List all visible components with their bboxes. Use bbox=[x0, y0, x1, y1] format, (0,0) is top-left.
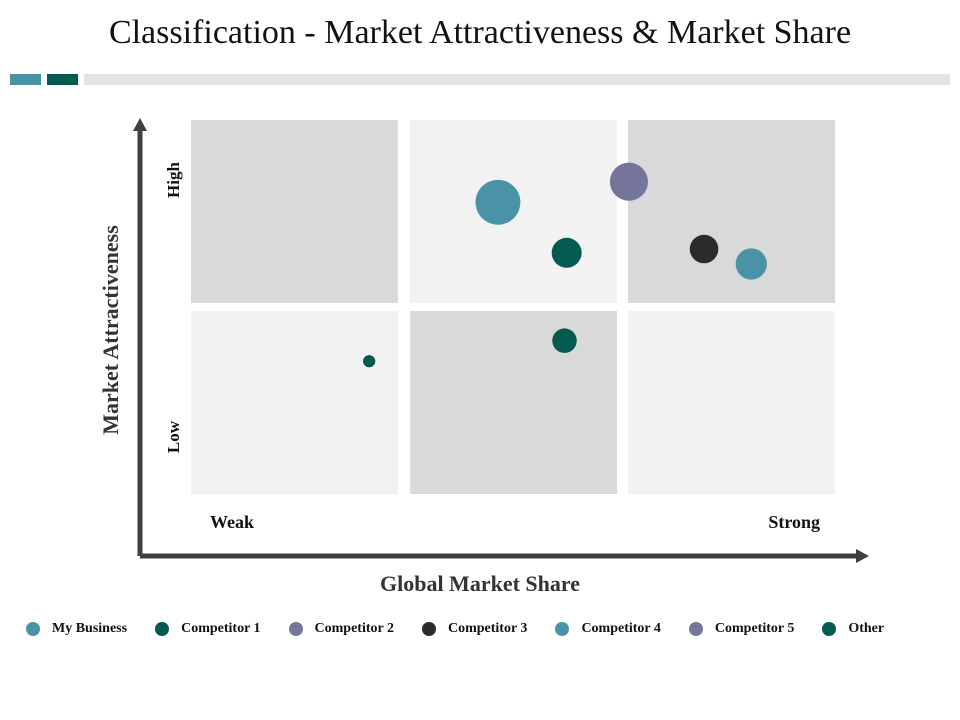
legend-item-other: Other bbox=[822, 621, 884, 637]
y-axis-arrowhead bbox=[133, 118, 147, 131]
legend-swatch bbox=[155, 622, 170, 636]
y-tick-high: High bbox=[164, 162, 183, 198]
bubble-competitor-1-1 bbox=[551, 237, 582, 268]
legend-item-my-business: My Business bbox=[26, 621, 127, 637]
axes bbox=[133, 118, 869, 563]
y-axis-title: Market Attractiveness bbox=[98, 225, 123, 435]
bubble-competitor-3-1 bbox=[689, 234, 719, 264]
legend-swatch bbox=[26, 622, 40, 636]
legend-label: Competitor 4 bbox=[581, 621, 661, 636]
legend-label: Competitor 3 bbox=[447, 621, 528, 636]
x-tick-strong: Strong bbox=[768, 512, 820, 532]
legend-item-competitor-2: Competitor 2 bbox=[288, 621, 394, 637]
x-axis-arrowhead bbox=[856, 549, 869, 563]
title-accent-green bbox=[47, 74, 78, 85]
bubble-other-1 bbox=[363, 355, 376, 368]
legend-item-competitor-3: Competitor 3 bbox=[421, 621, 528, 637]
y-tick-low: Low bbox=[164, 420, 183, 453]
chart-legend: My Business Competitor 1 Competitor 2 Compe… bbox=[26, 619, 912, 639]
legend-swatch bbox=[555, 622, 570, 636]
bubble-my-business-1 bbox=[475, 179, 521, 225]
legend-label: Other bbox=[848, 621, 885, 636]
legend-swatch bbox=[688, 622, 703, 636]
bubble-competitor-4-1 bbox=[735, 248, 767, 280]
matrix-cell-r2-c3 bbox=[628, 311, 835, 494]
legend-label: Competitor 5 bbox=[714, 621, 795, 636]
legend-label: Competitor 1 bbox=[181, 621, 261, 636]
legend-item-competitor-5: Competitor 5 bbox=[688, 621, 795, 637]
page-title: Classification - Market Attractiveness &… bbox=[108, 14, 852, 51]
matrix-cells bbox=[191, 120, 835, 494]
legend-item-competitor-1: Competitor 1 bbox=[155, 621, 261, 637]
legend-label: Competitor 2 bbox=[314, 621, 394, 636]
matrix-cell-r2-c2 bbox=[410, 311, 617, 494]
legend-label: My Business bbox=[52, 621, 128, 636]
x-tick-weak: Weak bbox=[210, 512, 254, 532]
title-accent-teal bbox=[10, 74, 41, 85]
bubble-competitor-2-1 bbox=[609, 162, 648, 201]
matrix-cell-r1-c1 bbox=[191, 120, 398, 303]
matrix-cell-r2-c1 bbox=[191, 311, 398, 494]
matrix-cell-r1-c3 bbox=[628, 120, 835, 303]
legend-item-competitor-4: Competitor 4 bbox=[555, 621, 661, 637]
legend-swatch bbox=[421, 622, 436, 636]
legend-swatch bbox=[822, 622, 837, 636]
bubble-other-2 bbox=[552, 328, 577, 353]
bubbles bbox=[363, 162, 767, 368]
x-axis-title: Global Market Share bbox=[380, 571, 580, 596]
title-underline-rule bbox=[84, 74, 950, 85]
legend-swatch bbox=[288, 622, 303, 636]
